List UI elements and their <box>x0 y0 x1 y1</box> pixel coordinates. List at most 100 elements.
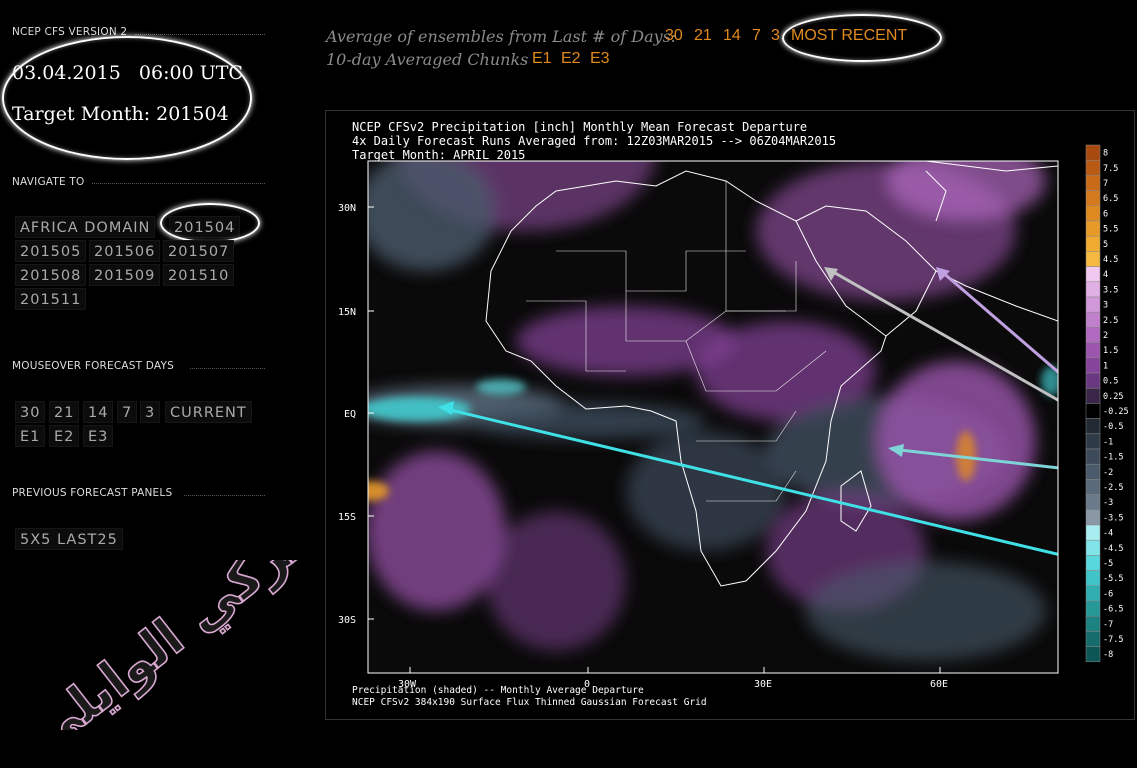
colorbar-label: -2 <box>1103 468 1113 478</box>
colorbar-label: -8 <box>1103 650 1113 660</box>
colorbar-swatch <box>1085 251 1101 267</box>
avg-link-14[interactable]: 14 <box>723 27 741 44</box>
mouseover-30[interactable]: 30 <box>15 401 46 423</box>
nav-africa-domain[interactable]: AFRICA DOMAIN <box>15 216 156 238</box>
colorbar-label: 4.5 <box>1103 255 1118 265</box>
colorbar-label: 8 <box>1103 149 1108 159</box>
colorbar-swatch <box>1085 433 1101 450</box>
mouseover-label: MOUSEOVER FORECAST DAYS <box>12 360 174 372</box>
colorbar-label: -0.5 <box>1103 422 1123 432</box>
lat-label-30s: 30S <box>338 615 356 626</box>
colorbar-label: -2.5 <box>1103 483 1123 493</box>
colorbar-swatch <box>1085 311 1101 328</box>
nav-201506[interactable]: 201506 <box>89 240 161 262</box>
colorbar-label: -5 <box>1103 559 1113 569</box>
nav-201504[interactable]: 201504 <box>169 216 241 238</box>
colorbar-label: 7 <box>1103 179 1108 189</box>
avg-link-3[interactable]: 3 <box>771 27 780 44</box>
divider <box>190 368 265 369</box>
chunk-link-e3[interactable]: E3 <box>590 50 610 67</box>
colorbar-swatch <box>1085 372 1101 389</box>
divider <box>135 34 265 35</box>
colorbar-swatch <box>1085 296 1101 313</box>
colorbar-label: 1 <box>1103 361 1108 371</box>
colorbar-label: 0.25 <box>1103 392 1123 402</box>
mouseover-3[interactable]: 3 <box>140 401 161 423</box>
lat-label-15n: 15N <box>338 307 356 318</box>
chunk-link-e1[interactable]: E1 <box>532 50 552 67</box>
colorbar-label: 5 <box>1103 240 1108 250</box>
mouseover-14[interactable]: 14 <box>83 401 114 423</box>
colorbar-label: 1.5 <box>1103 346 1118 356</box>
previous-5x5-last25[interactable]: 5X5 LAST25 <box>15 528 123 550</box>
colorbar-swatch <box>1085 159 1101 176</box>
mouseover-7[interactable]: 7 <box>117 401 138 423</box>
nav-201511[interactable]: 201511 <box>15 288 87 310</box>
colorbar-swatch <box>1085 494 1101 511</box>
colorbar-swatch <box>1085 600 1101 617</box>
colorbar-swatch <box>1085 190 1101 207</box>
mouseover-e3[interactable]: E3 <box>83 425 114 447</box>
avg-label: Average of ensembles from Last # of Days… <box>326 27 677 46</box>
precip-map: 30N 15N EQ 15S 30S 30W 0 30E 60E 8 7.5 7 6.… <box>338 144 1129 690</box>
nav-201507[interactable]: 201507 <box>163 240 235 262</box>
lat-label-eq: EQ <box>344 409 356 420</box>
mouseover-e1[interactable]: E1 <box>15 425 46 447</box>
lon-label-0: 0 <box>584 679 590 690</box>
version-label: NCEP CFS VERSION 2 <box>12 26 128 38</box>
highlight-oval-date <box>2 36 252 160</box>
colorbar-label: 3 <box>1103 301 1108 311</box>
mouseover-current[interactable]: CURRENT <box>165 401 252 423</box>
divider <box>184 495 265 496</box>
colorbar-swatch <box>1085 281 1101 298</box>
colorbar: 8 7.5 7 6.5 6 5.5 5 4.5 4 3.5 3 2.5 2 1.5 1 0.5 0.25 -0.2… <box>1085 144 1129 663</box>
colorbar-label: -3.5 <box>1103 513 1123 523</box>
colorbar-label: 7.5 <box>1103 164 1118 174</box>
colorbar-swatch <box>1085 646 1101 663</box>
colorbar-label: 6 <box>1103 209 1108 219</box>
avg-link-most-recent[interactable]: MOST RECENT <box>791 27 908 44</box>
colorbar-swatch <box>1085 418 1101 435</box>
mouseover-e2[interactable]: E2 <box>49 425 80 447</box>
colorbar-label: 0.5 <box>1103 377 1118 387</box>
mouseover-21[interactable]: 21 <box>49 401 80 423</box>
nav-201509[interactable]: 201509 <box>89 264 161 286</box>
colorbar-label: 3.5 <box>1103 285 1118 295</box>
colorbar-label: -5.5 <box>1103 574 1123 584</box>
colorbar-swatch <box>1085 524 1101 541</box>
forecast-map-panel: NCEP CFSv2 Precipitation [inch] Monthly … <box>325 110 1135 720</box>
lon-label-30e: 30E <box>754 679 772 690</box>
lon-label-60e: 60E <box>930 679 948 690</box>
nav-201508[interactable]: 201508 <box>15 264 87 286</box>
colorbar-swatch <box>1085 357 1101 374</box>
colorbar-swatch <box>1085 342 1101 359</box>
avg-link-21[interactable]: 21 <box>694 27 712 44</box>
colorbar-label: -0.25 <box>1103 407 1129 417</box>
colorbar-label: 5.5 <box>1103 225 1118 235</box>
lat-label-15s: 15S <box>338 512 356 523</box>
nav-201505[interactable]: 201505 <box>15 240 87 262</box>
divider <box>92 183 265 184</box>
nav-201510[interactable]: 201510 <box>163 264 235 286</box>
target-month: Target Month: 201504 <box>12 103 229 125</box>
chunk-link-e2[interactable]: E2 <box>561 50 581 67</box>
colorbar-swatch <box>1085 631 1101 647</box>
colorbar-label: -3 <box>1103 498 1113 508</box>
avg-link-30[interactable]: 30 <box>665 27 683 44</box>
colorbar-swatch <box>1085 555 1101 571</box>
colorbar-swatch <box>1085 463 1101 480</box>
colorbar-swatch <box>1085 448 1101 465</box>
avg-link-7[interactable]: 7 <box>752 27 761 44</box>
colorbar-swatch <box>1085 144 1101 161</box>
colorbar-label: -1.5 <box>1103 453 1123 463</box>
colorbar-label: -4 <box>1103 529 1113 539</box>
colorbar-label: 4 <box>1103 270 1108 280</box>
lat-label-30n: 30N <box>338 203 356 214</box>
colorbar-swatch <box>1085 266 1101 283</box>
map-title-line1: NCEP CFSv2 Precipitation [inch] Monthly … <box>352 120 808 134</box>
colorbar-swatch <box>1085 403 1101 419</box>
map-footer-line1: Precipitation (shaded) -- Monthly Averag… <box>352 685 644 696</box>
chunk-label: 10-day Averaged Chunks <box>326 50 529 69</box>
colorbar-swatch <box>1085 479 1101 495</box>
colorbar-swatch <box>1085 220 1101 237</box>
